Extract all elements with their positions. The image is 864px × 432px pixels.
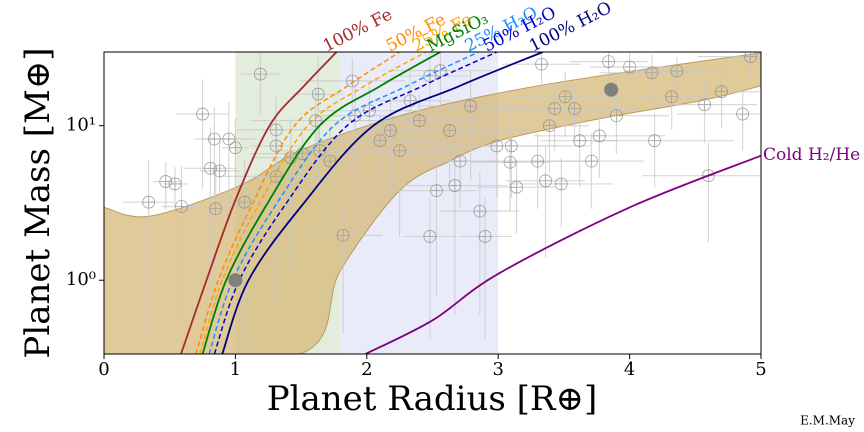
- y-tick-label: 10⁰: [66, 269, 96, 290]
- x-tick-label: 0: [98, 359, 109, 380]
- highlighted-planet: [604, 82, 619, 97]
- x-tick-label: 4: [624, 359, 635, 380]
- composition-curve: [201, 52, 441, 354]
- curve-label: Cold H₂/He: [763, 145, 860, 165]
- x-tick-label: 3: [492, 359, 503, 380]
- y-axis-label: Planet Mass [M⊕]: [18, 47, 58, 358]
- curve-label: 100% Fe: [320, 5, 396, 57]
- x-tick-label: 5: [755, 359, 766, 380]
- composition-curve: [365, 154, 761, 354]
- x-axis-label: Planet Radius [R⊕]: [267, 379, 598, 419]
- x-tick-label: 2: [361, 359, 372, 380]
- composition-curve: [221, 52, 544, 354]
- plot-frame: [103, 51, 762, 355]
- composition-curve: [213, 52, 498, 354]
- composition-curve: [180, 52, 338, 354]
- highlighted-planet: [228, 273, 243, 288]
- composition-curve: [199, 52, 427, 354]
- y-tick-label: 10¹: [66, 115, 96, 136]
- credit: E.M.May: [800, 414, 855, 428]
- composition-curve: [195, 52, 401, 354]
- x-tick-label: 1: [230, 359, 241, 380]
- plot-area: [104, 52, 761, 354]
